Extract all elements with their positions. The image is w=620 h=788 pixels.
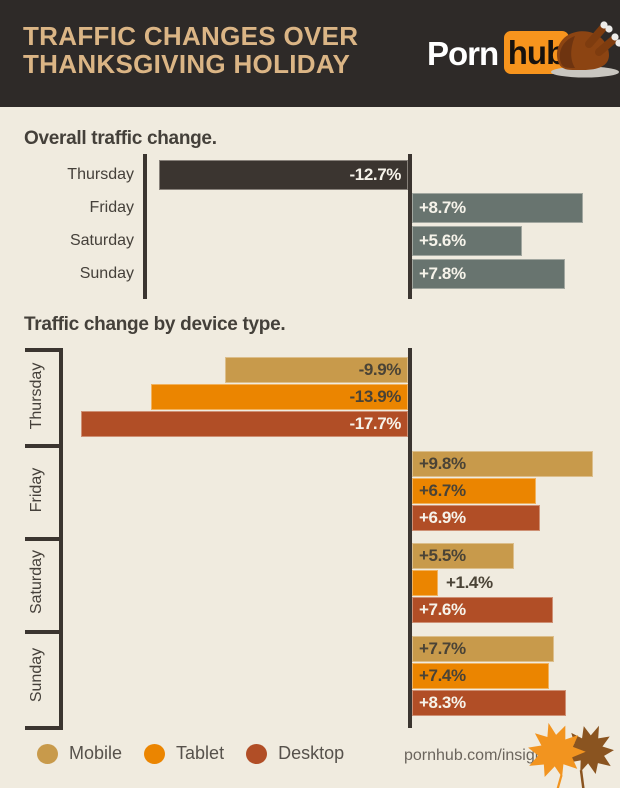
- desktop-swatch-icon: [246, 743, 268, 764]
- bar-value-label: +8.3%: [419, 693, 466, 712]
- bar-value-label: +7.4%: [419, 666, 466, 685]
- mobile-swatch-icon: [37, 743, 58, 764]
- bar-friday-desktop: +6.9%: [412, 505, 540, 531]
- bar-value-label: +9.8%: [419, 454, 466, 473]
- bar-thursday-mobile: -9.9%: [225, 357, 408, 383]
- tablet-swatch-icon: [144, 743, 166, 764]
- logo-text-porn: Porn: [427, 35, 499, 72]
- device-chart-title: Traffic change by device type.: [24, 314, 286, 335]
- bracket-tick-icon: [25, 348, 63, 352]
- category-label: Thursday: [67, 166, 134, 183]
- bracket-tick-icon: [25, 537, 63, 541]
- bar-thursday-tablet: -13.9%: [151, 384, 408, 410]
- category-label: Saturday: [69, 232, 134, 249]
- bar-sunday-desktop: +8.3%: [412, 690, 566, 716]
- bar-value-label: +6.9%: [419, 508, 466, 527]
- category-label: Friday: [89, 199, 134, 216]
- bar-value-label: +6.7%: [419, 481, 466, 500]
- bar-value-label: -17.7%: [349, 414, 402, 433]
- bar-saturday-mobile: +5.5%: [412, 543, 514, 569]
- bar-friday-tablet: +6.7%: [412, 478, 536, 504]
- legend-item-tablet: Tablet: [144, 743, 224, 764]
- bar-value-label: +1.4%: [446, 573, 493, 592]
- bar-value-label: -12.7%: [349, 165, 402, 184]
- title-line-1: TRAFFIC CHANGES OVER: [23, 21, 359, 51]
- device-category-label-friday: Friday: [28, 467, 45, 513]
- bar-value-label: +8.7%: [419, 198, 466, 217]
- title-line-2: THANKSGIVING HOLIDAY: [23, 49, 351, 79]
- logo-text-hub: hub: [507, 33, 566, 71]
- turkey-icon: [551, 21, 620, 78]
- legend-item-mobile: Mobile: [37, 743, 122, 764]
- bar-value-label: -9.9%: [358, 360, 402, 379]
- bar-value-label: +5.5%: [419, 546, 466, 565]
- device-category-label-saturday: Saturday: [28, 549, 45, 615]
- bar-saturday-desktop: +7.6%: [412, 597, 553, 623]
- category-axis-line: [143, 154, 147, 299]
- bar-value-label: +7.6%: [419, 600, 466, 619]
- zero-baseline: [408, 154, 412, 299]
- device-category-label-sunday: Sunday: [28, 647, 45, 703]
- device-category-label-thursday: Thursday: [28, 362, 45, 430]
- bracket-tick-icon: [25, 630, 63, 634]
- bar-value-label: +7.7%: [419, 639, 466, 658]
- bar-sunday-mobile: +7.7%: [412, 636, 554, 662]
- bar-saturday-tablet: [412, 570, 438, 596]
- legend-label: Desktop: [278, 743, 345, 763]
- bar-sunday-tablet: +7.4%: [412, 663, 549, 689]
- overall-chart-title: Overall traffic change.: [24, 128, 217, 149]
- bar-thursday-desktop: -17.7%: [81, 411, 408, 437]
- bar-overall-thursday: -12.7%: [159, 160, 408, 190]
- zero-baseline: [408, 348, 412, 728]
- bar-value-label: +5.6%: [419, 231, 466, 250]
- bracket-tick-icon: [25, 726, 63, 730]
- bar-value-label: -13.9%: [349, 387, 402, 406]
- bracket-tick-icon: [25, 444, 63, 448]
- bar-friday-mobile: +9.8%: [412, 451, 593, 477]
- bar-overall-saturday: +5.6%: [412, 226, 522, 256]
- page-title: TRAFFIC CHANGES OVER THANKSGIVING HOLIDA…: [23, 22, 358, 78]
- autumn-leaves-icon: [528, 722, 614, 788]
- header: TRAFFIC CHANGES OVER THANKSGIVING HOLIDA…: [0, 0, 620, 107]
- legend: Mobile Tablet Desktop: [37, 743, 344, 764]
- bar-overall-friday: +8.7%: [412, 193, 583, 223]
- legend-label: Mobile: [69, 743, 123, 763]
- bar-value-label: +7.8%: [419, 264, 466, 283]
- bar-overall-sunday: +7.8%: [412, 259, 565, 289]
- footer-url: pornhub.com/insights: [404, 747, 557, 764]
- legend-item-desktop: Desktop: [246, 743, 344, 764]
- category-label: Sunday: [79, 265, 134, 282]
- legend-label: Tablet: [176, 743, 225, 763]
